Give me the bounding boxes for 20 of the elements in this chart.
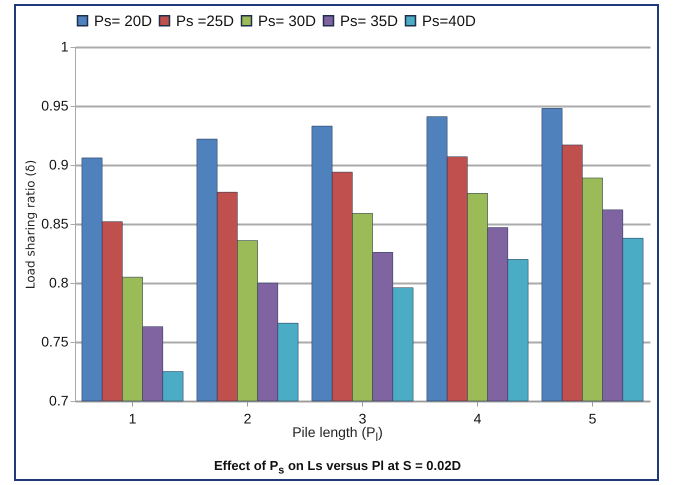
x-tick-label: 3 xyxy=(358,410,367,426)
x-tick-label: 2 xyxy=(244,410,252,426)
y-tick-label: 0.95 xyxy=(41,98,69,114)
x-tick-label: 1 xyxy=(128,410,137,426)
y-tick-label: 0.7 xyxy=(49,392,69,408)
y-tick-label: 0.75 xyxy=(41,334,69,350)
y-axis-title: Load sharing ratio (δ) xyxy=(23,160,38,290)
x-axis-title: Pile length (P$_{l}$) xyxy=(292,424,383,444)
y-tick-label: 0.9 xyxy=(49,156,69,172)
legend-label: Ps =25D xyxy=(176,12,234,30)
y-tick-label: 0.85 xyxy=(41,216,69,232)
legend-label: Ps=40D xyxy=(422,12,476,30)
text: Effect of P$_{s}$ on Ls versus Pl at S = 0.02D xyxy=(213,458,462,477)
legend-label: Ps= 20D xyxy=(94,12,152,30)
x-tick-label: 5 xyxy=(588,410,597,426)
legend-label: Ps= 35D xyxy=(340,12,398,30)
y-tick-label: 0.8 xyxy=(49,274,69,290)
x-tick-label: 4 xyxy=(474,410,482,426)
legend-label: Ps= 30D xyxy=(258,12,316,30)
y-tick-label: 1 xyxy=(60,38,69,54)
